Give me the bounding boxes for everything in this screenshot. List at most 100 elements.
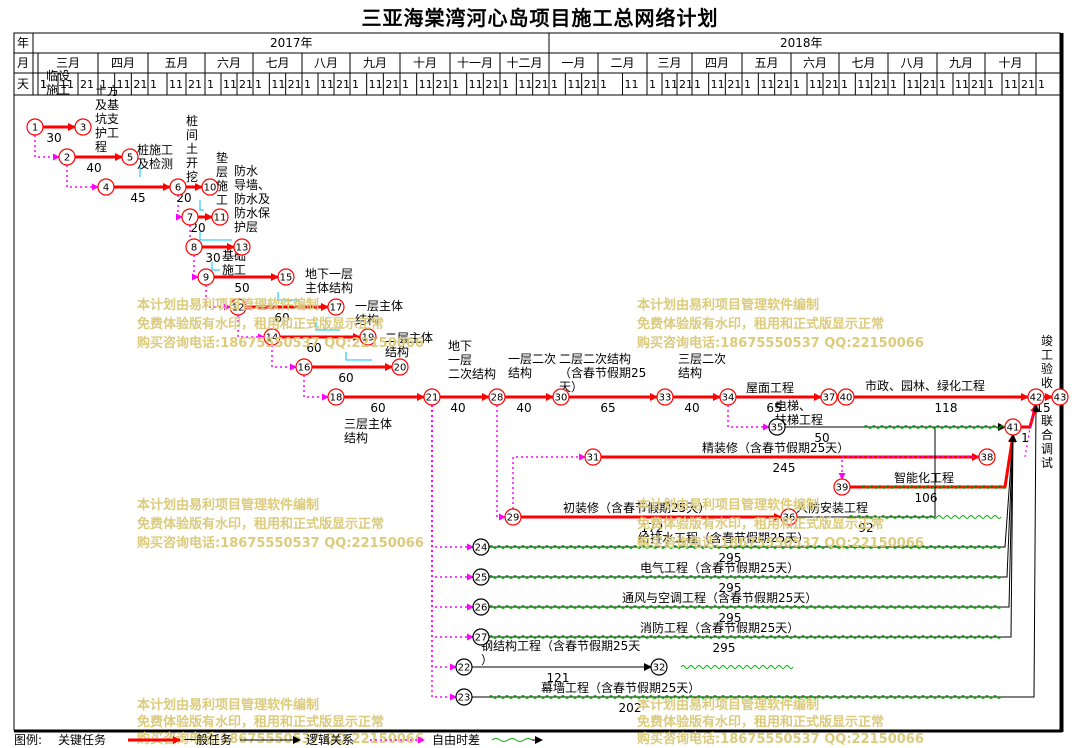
- float-line: [488, 695, 1002, 699]
- watermark-block-2: 本计划由易利项目管理软件编制 免费体验版有水印，租用和正式版显示正常 购买咨询电…: [637, 297, 924, 351]
- event-node: 19: [359, 328, 377, 346]
- event-node: 35: [768, 418, 786, 436]
- task-duration: 30: [46, 131, 61, 145]
- watermark-line: 本计划由易利项目管理软件编制: [137, 497, 319, 513]
- task-duration: 60: [274, 311, 289, 325]
- event-node: 39: [833, 478, 851, 496]
- event-node: 17: [327, 298, 345, 316]
- task-lines: [34, 123, 1053, 701]
- event-node-circle: [169, 178, 187, 196]
- task-duration: 60: [338, 371, 353, 385]
- day-label: 11: [60, 78, 74, 91]
- task-label: 人防安装工程: [796, 500, 868, 515]
- task-duration: 50: [234, 281, 249, 295]
- event-node: 16: [295, 358, 313, 376]
- event-node-circle: [719, 388, 737, 406]
- task-label: 一层主体结构: [355, 299, 403, 327]
- day-row: 11 11 21 1 11 21 1 11 21 1 11 21 1 11 21 1 11 21 1 11 21 1 11 2…: [37, 73, 1061, 95]
- year-2017: 2017年: [270, 36, 313, 50]
- event-node-circle: [472, 598, 490, 616]
- event-node-circle: [455, 688, 473, 706]
- logic-link-29-31: [512, 453, 586, 509]
- event-node: 26: [472, 598, 490, 616]
- month-label: 八月: [314, 56, 338, 70]
- row-label-year: 年: [17, 36, 29, 50]
- event-node: 18: [327, 388, 345, 406]
- day-label: 1: [40, 78, 47, 91]
- logic-link-38-39: [838, 456, 979, 480]
- event-nodes: 1234567891011121314151617181920212223242…: [26, 118, 1069, 706]
- event-node-circle: [978, 448, 996, 466]
- day-label: 21: [80, 78, 94, 91]
- float-line: [861, 485, 1007, 489]
- task-duration: 172: [641, 521, 664, 535]
- event-node: 32: [650, 658, 668, 676]
- month-label: 七月: [265, 56, 289, 70]
- watermark-line: 免费体验版有水印，租用和正式版显示正常: [137, 316, 384, 332]
- day-label: 11: [419, 78, 433, 91]
- event-node-number: 33: [659, 393, 672, 404]
- event-node: 20: [391, 358, 409, 376]
- float-line: [863, 425, 1009, 429]
- watermark-line: 购买咨询电话:18675550537 QQ:22150066: [137, 731, 424, 747]
- day-label: 1: [551, 78, 558, 91]
- event-node: 34: [719, 388, 737, 406]
- event-node-circle: [472, 628, 490, 646]
- day-label: 1: [402, 78, 409, 91]
- task-label: 垫层施工: [216, 150, 228, 207]
- event-node-number: 37: [823, 393, 836, 404]
- event-node-number: 24: [475, 543, 488, 554]
- day-label: 1: [649, 78, 656, 91]
- event-node-circle: [229, 298, 247, 316]
- day-label: 21: [727, 78, 741, 91]
- task-duration: 60: [370, 401, 385, 415]
- watermark-block-4: 本计划由易利项目管理软件编制 免费体验版有水印，租用和正式版显示正常 购买咨询电…: [637, 497, 924, 551]
- event-node-number: 16: [298, 363, 311, 374]
- task-label: 土方及基坑支护工程: [95, 83, 119, 154]
- month-label: 六月: [217, 56, 241, 70]
- event-node-number: 43: [1054, 393, 1067, 404]
- event-node-number: 31: [587, 453, 600, 464]
- month-label: 五月: [164, 56, 188, 70]
- day-label: 21: [584, 78, 598, 91]
- event-node-circle: [263, 328, 281, 346]
- task-duration: 40: [450, 401, 465, 415]
- task-label: 市政、园林、绿化工程: [865, 378, 985, 393]
- task-label: 通风与空调工程（含春节假期25天）: [622, 590, 817, 605]
- task-duration: 202: [619, 701, 642, 715]
- month-label: 十月: [998, 56, 1022, 70]
- day-label: 11: [518, 78, 532, 91]
- logic-link-8-9: [192, 255, 199, 281]
- event-node-number: 28: [491, 393, 504, 404]
- task-label: 地下一层二次结构: [448, 339, 496, 381]
- event-node: 42: [1027, 388, 1045, 406]
- logic-link-12-14: [237, 315, 265, 341]
- legend-float-line: [491, 738, 533, 742]
- day-label: 1: [40, 78, 47, 91]
- day-label: 1: [744, 78, 751, 91]
- day-label: 1: [793, 78, 800, 91]
- event-node-circle: [197, 268, 215, 286]
- event-node-number: 13: [236, 243, 249, 254]
- event-node-circle: [1027, 388, 1045, 406]
- task-label: 给排水工程（含春节假期25天）: [638, 530, 809, 545]
- task-duration: 65: [766, 401, 781, 415]
- day-label: 11: [906, 78, 920, 91]
- event-node-number: 20: [394, 363, 407, 374]
- logic-link-6-7: [176, 195, 183, 221]
- event-node-number: 23: [458, 693, 471, 704]
- day-label: 11: [809, 78, 823, 91]
- task-label: 一层二次结构: [508, 352, 556, 380]
- day-label: 1: [150, 78, 157, 91]
- normal-link-36-41: [797, 423, 1006, 518]
- task-label: 联合调试: [1041, 414, 1053, 470]
- task-label: 桩间土开挖: [186, 113, 198, 184]
- watermark-line: 购买咨询电话:18675550537 QQ:22150066: [637, 731, 924, 747]
- month-label: 十月: [413, 56, 437, 70]
- event-node: 2: [58, 148, 76, 166]
- event-node: 33: [656, 388, 674, 406]
- normal-link-23-42: [472, 404, 1040, 698]
- year-2018: 2018年: [780, 36, 823, 50]
- event-node-number: 22: [458, 663, 471, 674]
